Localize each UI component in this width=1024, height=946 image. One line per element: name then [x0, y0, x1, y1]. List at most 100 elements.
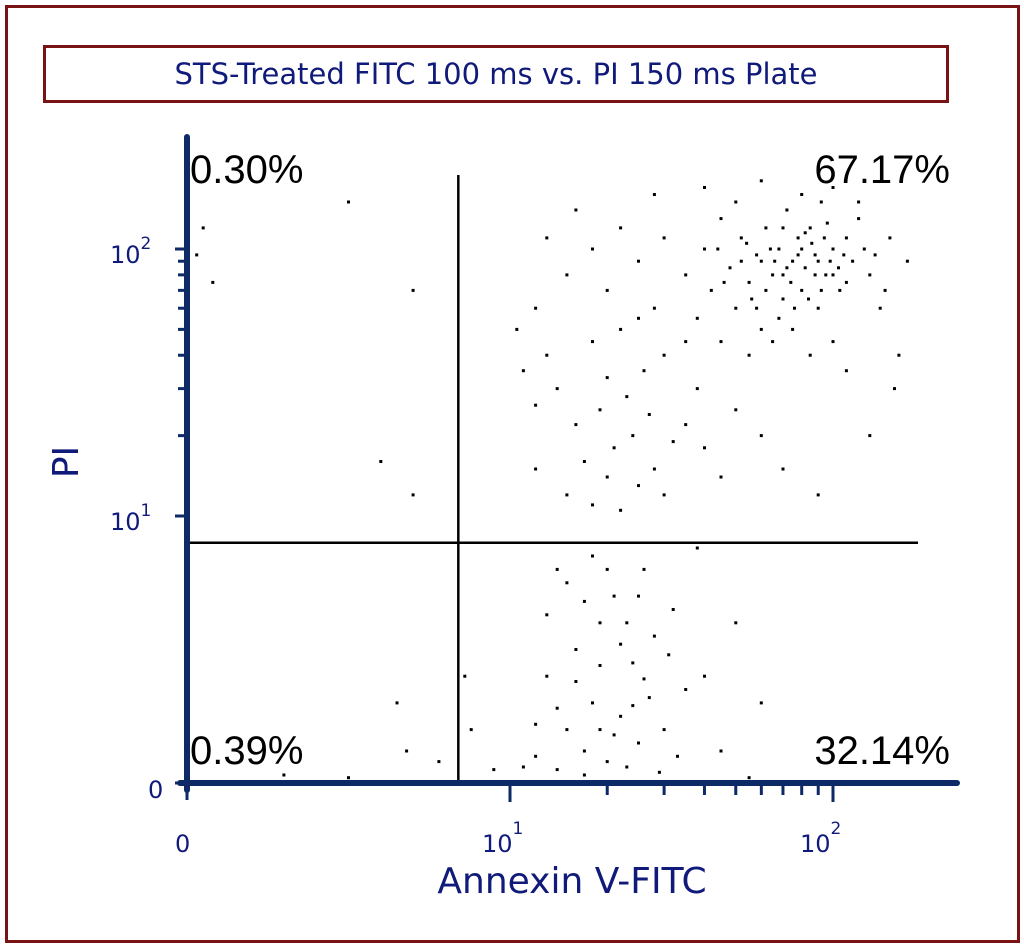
data-point: [612, 594, 616, 598]
data-point: [591, 340, 594, 344]
data-point: [844, 236, 848, 240]
data-point: [831, 273, 835, 277]
data-point: [545, 236, 549, 240]
data-point: [785, 266, 789, 270]
data-point: [759, 259, 763, 263]
data-point: [747, 353, 751, 357]
data-point: [582, 599, 586, 603]
data-point: [816, 259, 820, 263]
y-tick-label-0: 0: [148, 776, 163, 804]
data-point: [747, 776, 751, 780]
data-point: [195, 253, 199, 257]
data-point: [868, 273, 872, 277]
data-point: [282, 773, 286, 777]
data-point: [582, 749, 586, 753]
data-point: [463, 674, 467, 678]
data-point: [803, 266, 807, 270]
data-point: [800, 193, 804, 196]
data-point: [808, 353, 812, 357]
data-point: [719, 749, 723, 753]
data-point: [831, 186, 835, 189]
data-point: [703, 186, 706, 189]
data-point: [605, 376, 609, 380]
data-point: [582, 460, 586, 463]
data-point: [719, 340, 723, 344]
data-point: [555, 567, 559, 571]
data-point: [807, 297, 810, 301]
data-point: [574, 423, 578, 427]
data-point: [703, 674, 706, 678]
data-point: [888, 236, 892, 240]
data-point: [211, 280, 215, 284]
data-point: [759, 434, 763, 438]
data-point: [347, 776, 350, 780]
data-point: [619, 508, 623, 512]
data-point: [816, 493, 820, 497]
data-point: [728, 266, 732, 270]
data-point: [652, 193, 656, 196]
x-tick-label-0: 0: [175, 830, 190, 858]
data-point: [619, 226, 623, 230]
data-point: [803, 231, 807, 235]
data-point: [793, 306, 796, 310]
data-point: [612, 446, 616, 450]
data-point: [379, 460, 383, 463]
data-point: [838, 288, 842, 292]
data-point: [619, 642, 623, 646]
data-point: [671, 608, 675, 611]
data-point: [709, 288, 713, 292]
data-point: [771, 273, 775, 277]
data-point: [747, 280, 751, 284]
data-point: [791, 327, 795, 331]
data-point: [905, 259, 909, 263]
data-point: [631, 434, 635, 438]
data-point: [612, 733, 616, 737]
data-point: [662, 353, 666, 357]
data-point: [605, 760, 609, 764]
data-point: [684, 423, 688, 427]
data-point: [405, 749, 409, 753]
data-point: [734, 306, 738, 310]
data-point: [857, 200, 861, 204]
data-point: [671, 440, 675, 444]
data-point: [631, 704, 635, 708]
data-point: [591, 701, 594, 705]
data-point: [842, 253, 846, 257]
data-point: [637, 316, 640, 320]
data-point: [411, 493, 415, 497]
data-point: [605, 475, 609, 479]
points-layer: [195, 179, 909, 780]
data-point: [598, 664, 602, 667]
data-point: [676, 754, 679, 758]
data-point: [647, 413, 651, 416]
data-point: [662, 728, 666, 732]
data-point: [565, 728, 569, 732]
data-point: [684, 340, 688, 344]
x-tick-label-10-2: 102: [800, 819, 841, 858]
data-point: [764, 288, 768, 292]
data-point: [637, 741, 640, 745]
data-point: [755, 306, 759, 310]
data-point: [555, 706, 559, 710]
data-point: [796, 253, 800, 257]
chart-title: STS-Treated FITC 100 ms vs. PI 150 ms Pl…: [43, 45, 949, 103]
data-point: [647, 696, 651, 700]
data-point: [759, 327, 763, 331]
data-point: [719, 217, 723, 221]
data-point: [897, 353, 901, 357]
data-point: [642, 567, 646, 571]
data-point: [591, 554, 594, 558]
data-point: [652, 467, 656, 471]
data-point: [637, 484, 640, 488]
data-point: [857, 217, 861, 221]
figure-frame: [5, 5, 1020, 943]
data-point: [515, 327, 519, 331]
data-point: [819, 200, 823, 204]
data-point: [739, 259, 743, 263]
data-point: [873, 253, 877, 257]
data-point: [719, 475, 723, 479]
data-point: [868, 434, 872, 438]
data-point: [545, 353, 549, 357]
data-point: [791, 259, 795, 263]
data-point: [591, 503, 594, 507]
